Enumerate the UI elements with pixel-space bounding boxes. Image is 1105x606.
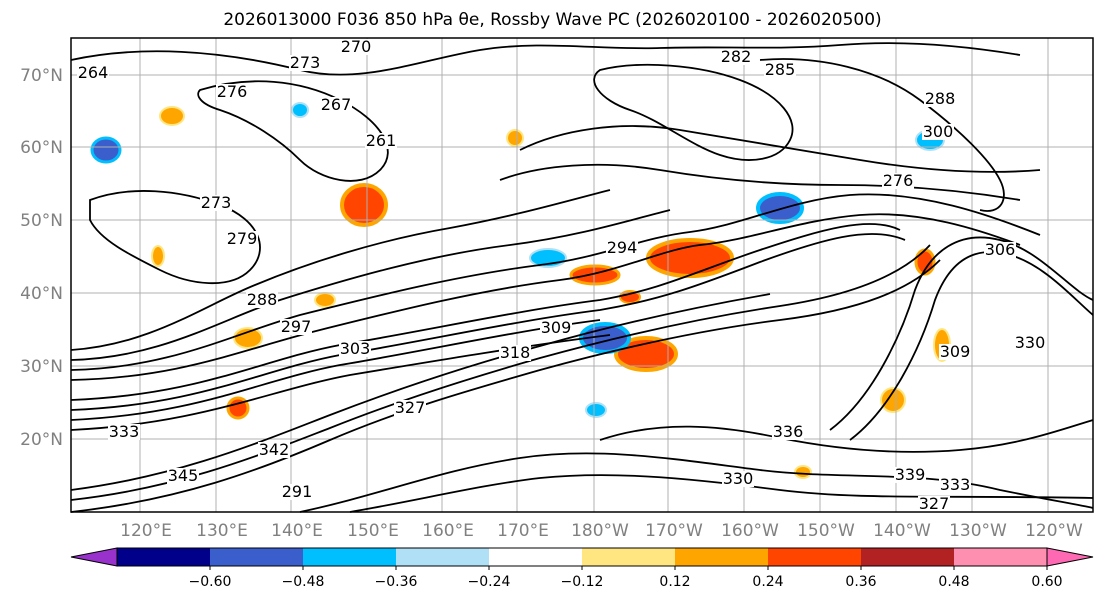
contour-label: 339: [895, 465, 926, 484]
contour-label: 330: [723, 469, 754, 488]
contour-label: 267: [321, 95, 352, 114]
colorbar-tick-label: −0.48: [282, 574, 325, 590]
colorbar-tick-label: −0.60: [189, 574, 232, 590]
contour-label: 285: [765, 60, 796, 79]
contour-label: 303: [340, 339, 371, 358]
contour-labels: 2702732642762672612732792882973033093183…: [77, 37, 1046, 513]
contour-label: 276: [883, 171, 914, 190]
map-frame: [70, 37, 1094, 513]
contour-label: 306: [985, 240, 1016, 259]
colorbar-segment: [210, 548, 304, 566]
longitude-labels: 120°E 130°E 140°E 150°E 160°E 170°E 180°W 170°W…: [120, 521, 1083, 541]
colorbar-extend-high: [1046, 547, 1094, 567]
colorbar-tick-label: 0.48: [938, 574, 969, 590]
colorbar-tick-label: −0.36: [375, 574, 418, 590]
contour-label: 288: [247, 290, 278, 309]
contour-label: 345: [168, 466, 199, 485]
contour-label: 273: [201, 193, 232, 212]
longitude-label: 140°E: [271, 521, 323, 541]
contour-label: 264: [78, 63, 109, 82]
colorbar-segment: [117, 548, 211, 566]
contour-label: 273: [290, 53, 321, 72]
longitude-label: 120°W: [1025, 521, 1083, 541]
contour-label: 327: [395, 398, 426, 417]
latitude-label: 30°N: [20, 357, 63, 377]
contour-label: 333: [940, 475, 971, 494]
colorbar: −0.60 −0.48 −0.36 −0.24 −0.12 0.12 0.24 0.36 0.4…: [70, 547, 1094, 590]
colorbar-segment: [954, 548, 1048, 566]
contour-label: 309: [541, 318, 572, 337]
longitude-label: 130°W: [949, 521, 1007, 541]
longitude-label: 120°E: [120, 521, 172, 541]
latitude-label: 50°N: [20, 211, 63, 231]
contour-label: 309: [940, 342, 971, 361]
colorbar-segment: [861, 548, 955, 566]
contour-label: 291: [282, 482, 313, 501]
contour-label: 333: [109, 422, 140, 441]
colorbar-segment: [489, 548, 583, 566]
longitude-label: 130°E: [196, 521, 248, 541]
colorbar-tick-label: 0.24: [752, 574, 783, 590]
contour-label: 330: [1015, 333, 1046, 352]
latitude-label: 20°N: [20, 430, 63, 450]
longitude-label: 170°E: [497, 521, 549, 541]
contour-label: 318: [500, 343, 531, 362]
anomaly-shading: [90, 102, 951, 479]
contour-label: 336: [773, 422, 804, 441]
contour-label: 288: [925, 89, 956, 108]
figure-title: 2026013000 F036 850 hPa θe, Rossby Wave …: [223, 10, 882, 30]
longitude-label: 160°E: [422, 521, 474, 541]
colorbar-segment: [303, 548, 397, 566]
latitude-labels: 70°N 60°N 50°N 40°N 30°N 20°N: [20, 66, 63, 450]
colorbar-extend-low: [70, 547, 118, 567]
contour-label: 294: [607, 238, 638, 257]
contour-label: 297: [281, 317, 312, 336]
map-gridlines: [71, 38, 1093, 512]
colorbar-segment: [675, 548, 769, 566]
longitude-label: 140°W: [873, 521, 931, 541]
latitude-label: 70°N: [20, 66, 63, 86]
colorbar-tick-label: −0.12: [561, 574, 604, 590]
colorbar-segment: [396, 548, 490, 566]
longitude-label: 160°W: [721, 521, 779, 541]
contour-label: 327: [919, 494, 950, 513]
contour-label: 276: [217, 82, 248, 101]
latitude-label: 40°N: [20, 284, 63, 304]
theta-e-contours: [70, 42, 1094, 513]
contour-label: 270: [341, 37, 372, 56]
colorbar-segment: [582, 548, 676, 566]
contour-label: 282: [721, 47, 752, 66]
colorbar-tick-label: −0.24: [468, 574, 511, 590]
latitude-label: 60°N: [20, 138, 63, 158]
colorbar-segment: [768, 548, 862, 566]
longitude-label: 150°E: [347, 521, 399, 541]
colorbar-tick-label: 0.36: [845, 574, 876, 590]
longitude-label: 170°W: [645, 521, 703, 541]
contour-label: 279: [227, 229, 258, 248]
contour-label: 261: [366, 131, 397, 150]
contour-label: 300: [923, 122, 954, 141]
colorbar-tick-label: 0.60: [1031, 574, 1062, 590]
colorbar-tick-label: 0.12: [659, 574, 690, 590]
contour-label: 342: [259, 440, 290, 459]
longitude-label: 150°W: [797, 521, 855, 541]
longitude-label: 180°W: [571, 521, 629, 541]
